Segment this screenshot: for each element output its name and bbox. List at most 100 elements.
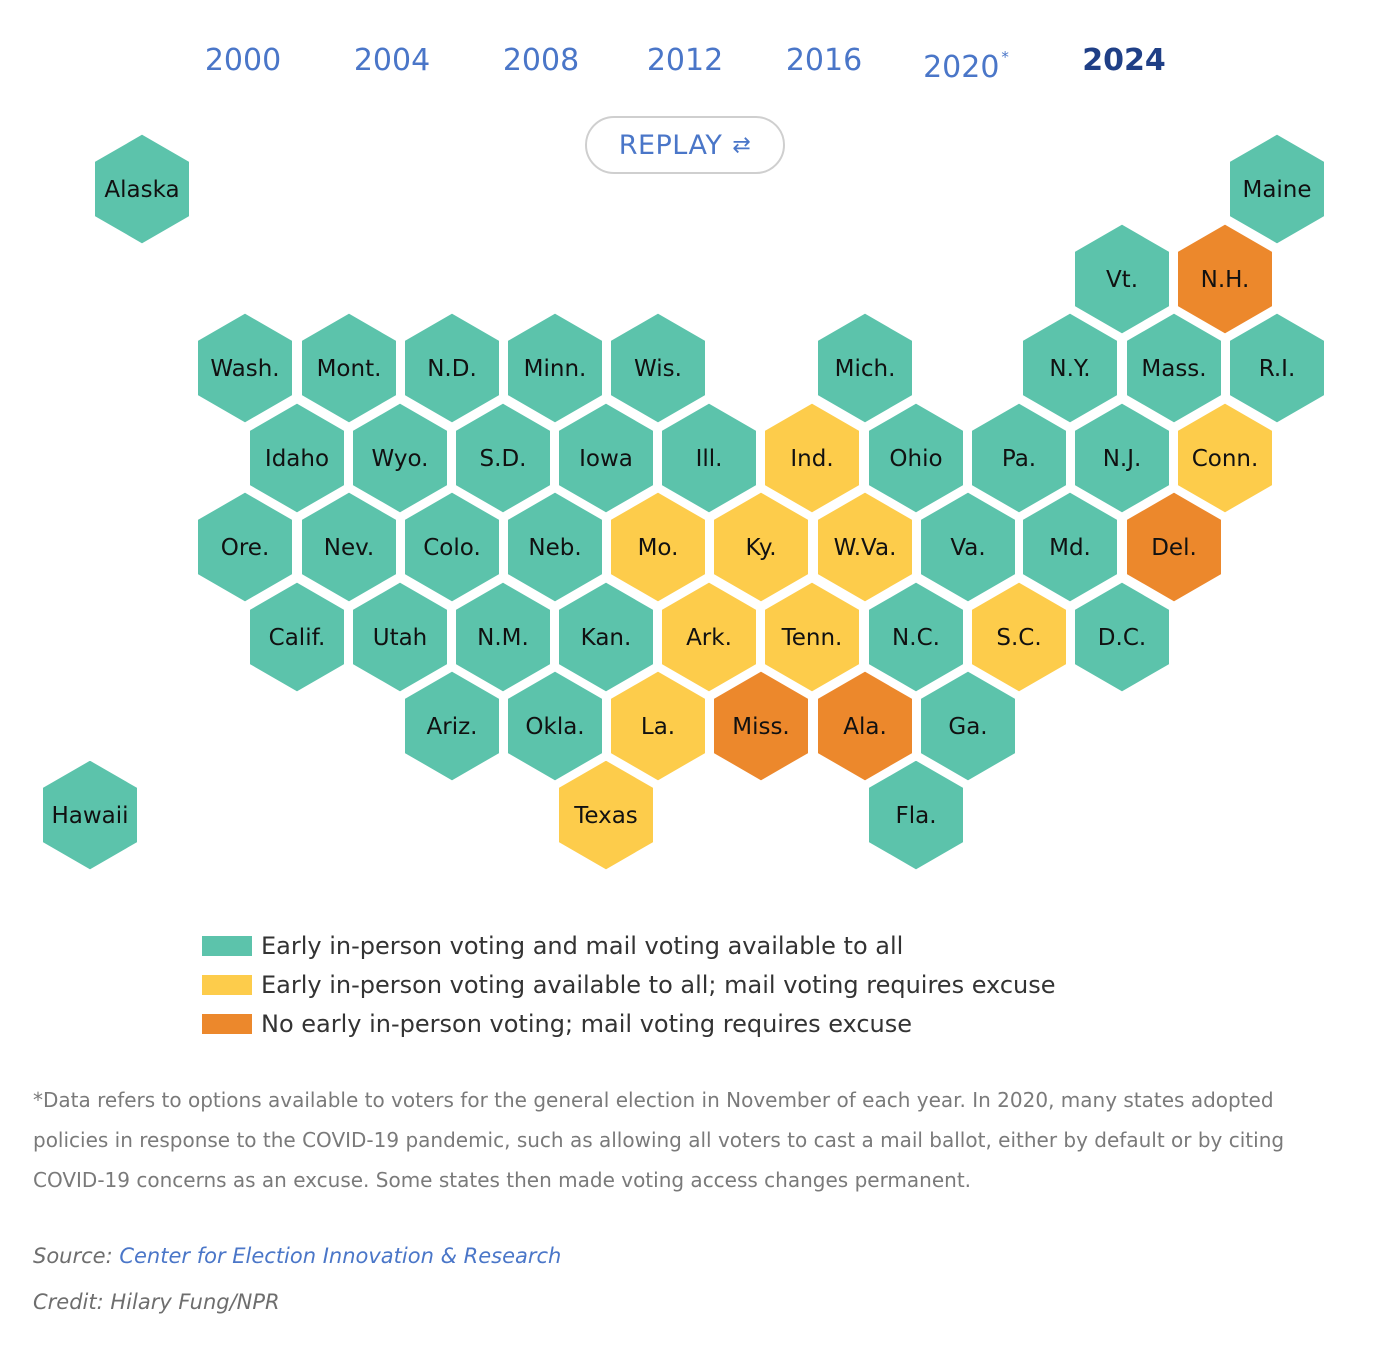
year-tab-2000[interactable]: 2000 <box>205 38 281 84</box>
state-tile-ind[interactable]: Ind. <box>762 400 862 516</box>
state-tile-ky[interactable]: Ky. <box>711 489 811 605</box>
source-link[interactable]: Center for Election Innovation & Researc… <box>119 1244 562 1268</box>
state-tile-vt[interactable]: Vt. <box>1072 221 1172 337</box>
state-tile-ark[interactable]: Ark. <box>659 579 759 695</box>
hex-tile-map: Alaska Maine Vt. N.H. Wash. Mont. N.D. Minn. Wis… <box>40 131 1327 873</box>
state-tile-del[interactable]: Del. <box>1124 489 1224 605</box>
state-tile-ariz[interactable]: Ariz. <box>402 668 502 784</box>
state-tile-wash[interactable]: Wash. <box>195 310 295 426</box>
state-tile-idaho[interactable]: Idaho <box>247 400 347 516</box>
replay-button[interactable]: REPLAY ⇄ <box>585 116 785 174</box>
state-hex <box>608 310 708 426</box>
state-label: N.C. <box>892 625 940 651</box>
state-tile-mont[interactable]: Mont. <box>299 310 399 426</box>
state-tile-la[interactable]: La. <box>608 668 708 784</box>
state-tile-colo[interactable]: Colo. <box>402 489 502 605</box>
state-label: Alaska <box>104 177 179 203</box>
state-tile-ore[interactable]: Ore. <box>195 489 295 605</box>
replay-label: REPLAY <box>618 129 723 161</box>
state-tile-n-h[interactable]: N.H. <box>1175 221 1275 337</box>
state-tile-n-j[interactable]: N.J. <box>1072 400 1172 516</box>
state-tile-neb[interactable]: Neb. <box>505 489 605 605</box>
state-hex <box>815 668 915 784</box>
year-tab-2008[interactable]: 2008 <box>503 38 579 84</box>
state-label: Miss. <box>732 714 790 740</box>
state-label: La. <box>641 714 675 740</box>
year-tab-2020[interactable]: 2020 * <box>923 38 1009 91</box>
year-tab-2004[interactable]: 2004 <box>354 38 430 84</box>
state-tile-n-y[interactable]: N.Y. <box>1020 310 1120 426</box>
year-tab-2024[interactable]: 2024 <box>1082 38 1166 84</box>
state-tile-mo[interactable]: Mo. <box>608 489 708 605</box>
state-tile-conn[interactable]: Conn. <box>1175 400 1275 516</box>
year-tab-label: 2008 <box>502 43 580 78</box>
state-label: Md. <box>1049 535 1091 561</box>
state-tile-hawaii[interactable]: Hawaii <box>40 757 140 873</box>
legend-item-none: No early in-person voting; mail voting r… <box>202 1004 1056 1043</box>
state-hex <box>402 310 502 426</box>
state-hex <box>1124 310 1224 426</box>
state-hex <box>815 310 915 426</box>
state-tile-maine[interactable]: Maine <box>1227 131 1327 247</box>
state-hex <box>918 489 1018 605</box>
state-tile-miss[interactable]: Miss. <box>711 668 811 784</box>
year-tab-2012[interactable]: 2012 <box>647 38 723 84</box>
legend-label: Early in-person voting available to all;… <box>261 970 1056 999</box>
state-tile-ga[interactable]: Ga. <box>918 668 1018 784</box>
state-label: Calif. <box>269 625 326 651</box>
legend-item-all: Early in-person voting and mail voting a… <box>202 926 1056 965</box>
state-label: Mich. <box>835 356 896 382</box>
state-tile-w-va[interactable]: W.Va. <box>815 489 915 605</box>
state-hex <box>608 668 708 784</box>
state-label: Maine <box>1242 177 1311 203</box>
state-hex <box>608 489 708 605</box>
state-tile-mich[interactable]: Mich. <box>815 310 915 426</box>
state-tile-iowa[interactable]: Iowa <box>556 400 656 516</box>
state-tile-ala[interactable]: Ala. <box>815 668 915 784</box>
state-tile-r-i[interactable]: R.I. <box>1227 310 1327 426</box>
state-tile-kan[interactable]: Kan. <box>556 579 656 695</box>
state-hex <box>453 400 553 516</box>
state-label: Wyo. <box>372 446 429 472</box>
state-tile-n-c[interactable]: N.C. <box>866 579 966 695</box>
state-label: N.J. <box>1103 446 1142 472</box>
state-hex <box>711 668 811 784</box>
state-tile-nev[interactable]: Nev. <box>299 489 399 605</box>
state-tile-pa[interactable]: Pa. <box>969 400 1069 516</box>
state-label: W.Va. <box>834 535 897 561</box>
state-tile-tenn[interactable]: Tenn. <box>762 579 862 695</box>
state-tile-utah[interactable]: Utah <box>350 579 450 695</box>
state-hex <box>195 489 295 605</box>
state-tile-wis[interactable]: Wis. <box>608 310 708 426</box>
state-hex <box>350 579 450 695</box>
state-tile-okla[interactable]: Okla. <box>505 668 605 784</box>
year-tab-label: 2024 <box>1082 43 1166 78</box>
state-tile-ohio[interactable]: Ohio <box>866 400 966 516</box>
state-tile-ill[interactable]: Ill. <box>659 400 759 516</box>
state-tile-alaska[interactable]: Alaska <box>92 131 192 247</box>
state-tile-calif[interactable]: Calif. <box>247 579 347 695</box>
state-tile-n-d[interactable]: N.D. <box>402 310 502 426</box>
state-label: Ore. <box>221 535 270 561</box>
legend-label: No early in-person voting; mail voting r… <box>261 1009 913 1038</box>
state-tile-d-c[interactable]: D.C. <box>1072 579 1172 695</box>
legend: Early in-person voting and mail voting a… <box>202 926 1056 1043</box>
state-tile-n-m[interactable]: N.M. <box>453 579 553 695</box>
state-tile-wyo[interactable]: Wyo. <box>350 400 450 516</box>
state-tile-texas[interactable]: Texas <box>556 757 656 873</box>
state-tile-va[interactable]: Va. <box>918 489 1018 605</box>
state-label: Ind. <box>790 446 833 472</box>
state-tile-s-d[interactable]: S.D. <box>453 400 553 516</box>
state-hex <box>815 489 915 605</box>
state-tile-s-c[interactable]: S.C. <box>969 579 1069 695</box>
year-tab-2016[interactable]: 2016 <box>786 38 862 84</box>
legend-swatch <box>202 1013 252 1034</box>
state-label: Vt. <box>1106 267 1138 293</box>
state-tile-minn[interactable]: Minn. <box>505 310 605 426</box>
state-tile-md[interactable]: Md. <box>1020 489 1120 605</box>
state-hex <box>1175 400 1275 516</box>
state-label: Colo. <box>423 535 481 561</box>
state-hex <box>556 579 656 695</box>
state-tile-fla[interactable]: Fla. <box>866 757 966 873</box>
state-tile-mass[interactable]: Mass. <box>1124 310 1224 426</box>
